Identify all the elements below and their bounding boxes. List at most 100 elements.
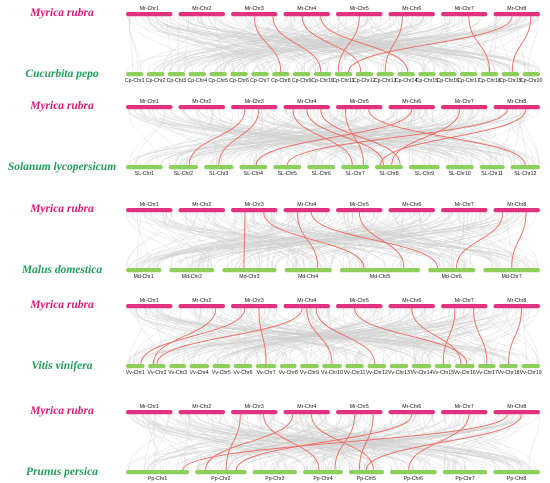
collinear-link	[128, 414, 170, 471]
reference-chromosome-label: Mr-Chr4	[297, 298, 316, 304]
target-chromosome-bar	[522, 72, 540, 77]
target-chromosome-label: Vv-Chr16	[454, 370, 476, 376]
collinear-link	[183, 308, 476, 365]
target-chromosome-label: SL-Chr5	[278, 171, 297, 177]
target-chromosome-label: Md-Chr2	[182, 274, 202, 280]
collinear-link	[448, 109, 471, 166]
collinear-link	[392, 16, 448, 73]
target-chromosome-label: Cp-Chr14	[395, 78, 418, 84]
collinear-link	[315, 16, 502, 73]
collinear-link	[178, 212, 296, 269]
collinear-link	[234, 16, 531, 73]
collinear-link	[202, 212, 236, 269]
collinear-link	[256, 16, 278, 73]
collinear-link	[464, 414, 486, 471]
target-chromosome-label: Vv-Chr13	[388, 370, 410, 376]
collinear-link	[212, 16, 360, 73]
reference-chromosome-bar	[336, 208, 383, 213]
reference-chromosome-bar	[126, 12, 173, 17]
target-chromosome-bar	[397, 72, 415, 77]
collinear-link	[134, 109, 454, 166]
highlighted-collinear-link	[368, 109, 526, 166]
collinear-link	[267, 16, 540, 73]
target-chromosome-label: Cp-Chr3	[167, 78, 187, 84]
highlighted-collinear-link	[225, 414, 241, 471]
collinear-link	[230, 16, 345, 73]
collinear-link	[431, 109, 469, 166]
collinear-link	[484, 414, 522, 471]
highlighted-collinear-link	[205, 414, 294, 471]
collinear-link	[376, 109, 398, 166]
target-chromosome-label: SL-Chr6	[312, 171, 331, 177]
collinear-link	[318, 308, 483, 365]
collinear-link	[134, 109, 296, 166]
collinear-link	[327, 308, 347, 365]
highlighted-collinear-link	[310, 212, 438, 269]
target-chromosome-label: Cp-Chr11	[332, 78, 354, 84]
collinear-link	[273, 212, 295, 269]
collinear-link	[322, 212, 350, 269]
collinear-link	[156, 212, 298, 269]
collinear-link	[467, 16, 497, 73]
collinear-link	[351, 212, 502, 269]
target-chromosome-label: Cp-Chr12	[353, 78, 376, 84]
reference-chromosome-bar	[336, 105, 383, 110]
target-chromosome-label: Cp-Chr20	[520, 78, 543, 84]
collinear-link	[219, 414, 392, 471]
collinear-link	[493, 16, 498, 73]
reference-chromosome-label: Mr-Chr8	[507, 404, 526, 410]
collinear-link	[368, 212, 513, 269]
target-chromosome-label: Vv-Chr18	[498, 370, 520, 376]
reference-chromosome-bar	[441, 105, 488, 110]
collinear-link	[136, 212, 141, 269]
reference-chromosome-bar	[231, 208, 278, 213]
reference-chromosome-label: Mr-Chr3	[245, 298, 264, 304]
target-chromosome-label: Md-Chr4	[298, 274, 318, 280]
collinear-link	[129, 16, 133, 73]
collinear-link	[231, 16, 452, 73]
collinear-link	[144, 212, 321, 269]
collinear-link	[155, 414, 184, 471]
collinear-link	[440, 308, 465, 365]
target-chromosome-bar	[233, 364, 253, 369]
reference-chromosome-bar	[178, 208, 225, 213]
highlighted-collinear-link	[384, 16, 403, 73]
collinear-link	[488, 16, 497, 73]
target-chromosome-label: Cp-Chr9	[292, 78, 312, 84]
collinear-link	[203, 16, 359, 73]
collinear-link	[447, 212, 518, 269]
target-chromosome-label: Cp-Chr8	[271, 78, 291, 84]
collinear-link	[447, 308, 506, 365]
highlighted-collinear-link	[182, 414, 508, 471]
collinear-link	[444, 16, 448, 73]
reference-chromosome-bar	[388, 304, 435, 309]
collinear-link	[522, 109, 540, 166]
target-chromosome-label: Vv-Chr4	[190, 370, 209, 376]
collinear-link	[169, 16, 231, 73]
highlighted-collinear-link	[511, 212, 527, 269]
collinear-link	[215, 16, 434, 73]
reference-chromosome-bar	[126, 410, 173, 415]
highlighted-collinear-link	[315, 308, 376, 365]
reference-chromosome-bar	[388, 410, 435, 415]
reference-chromosome-bar	[441, 304, 488, 309]
collinear-link	[161, 308, 420, 365]
target-chromosome-bar	[188, 72, 206, 77]
collinear-link	[185, 414, 198, 471]
target-chromosome-label: Vv-Chr7	[257, 370, 276, 376]
collinear-link	[194, 308, 201, 365]
target-chromosome-bar	[230, 72, 248, 77]
reference-chromosome-bar	[283, 208, 330, 213]
collinear-link	[144, 308, 272, 365]
target-chromosome-bar	[189, 364, 209, 369]
target-species-name: Prunus persica	[26, 466, 98, 478]
collinear-link	[408, 109, 413, 166]
collinear-link	[415, 308, 433, 365]
reference-chromosome-bar	[126, 208, 173, 213]
target-chromosome-bar	[389, 364, 409, 369]
target-chromosome-label: Vv-Chr8	[279, 370, 298, 376]
collinear-link	[290, 212, 326, 269]
collinear-link	[172, 16, 387, 73]
collinear-link	[177, 16, 179, 73]
target-chromosome-label: Cp-Chr6	[229, 78, 249, 84]
